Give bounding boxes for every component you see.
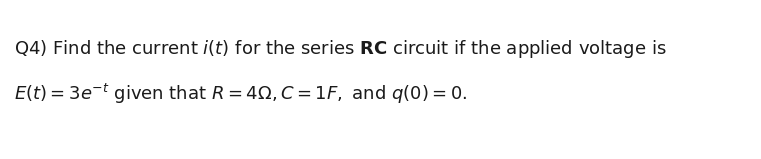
Text: $E(t) = 3e^{-t}$ given that $R = 4\Omega, C = 1F,$ and $q(0) = 0.$: $E(t) = 3e^{-t}$ given that $R = 4\Omega…	[14, 82, 467, 106]
Text: Q4) Find the current $i(t)$ for the series $\mathbf{RC}$ circuit if the applied : Q4) Find the current $i(t)$ for the seri…	[14, 38, 667, 60]
